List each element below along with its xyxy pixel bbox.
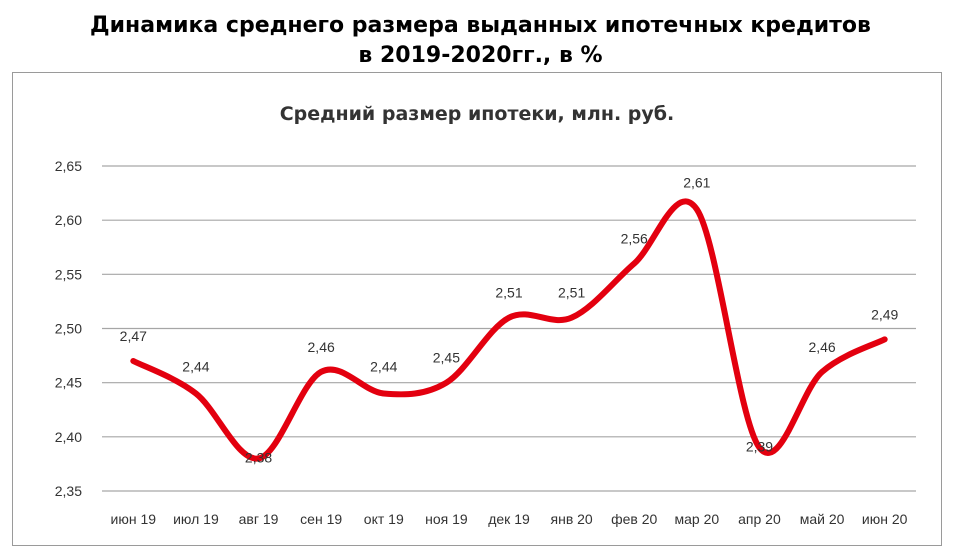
x-tick-label: ноя 19 [425, 511, 468, 527]
page-title-line2: в 2019-2020гг., в % [358, 43, 603, 68]
y-tick-label: 2,45 [55, 375, 82, 391]
x-tick-label: июн 19 [111, 511, 157, 527]
data-label: 2,46 [808, 339, 835, 355]
y-tick-label: 2,40 [55, 429, 82, 445]
y-tick-label: 2,50 [55, 321, 82, 337]
x-tick-label: янв 20 [551, 511, 593, 527]
data-label: 2,49 [871, 306, 898, 322]
x-tick-label: фев 20 [611, 511, 657, 527]
data-label: 2,51 [495, 285, 522, 301]
y-tick-label: 2,55 [55, 266, 82, 282]
x-tick-label: дек 19 [488, 511, 530, 527]
data-label: 2,61 [683, 174, 710, 190]
data-point [694, 207, 699, 212]
chart-frame [12, 72, 942, 546]
y-tick-label: 2,60 [55, 212, 82, 228]
data-label: 2,47 [120, 328, 147, 344]
data-point [444, 380, 449, 385]
x-tick-label: окт 19 [364, 511, 404, 527]
x-tick-label: авг 19 [239, 511, 279, 527]
data-point [381, 391, 386, 396]
series-line [130, 198, 888, 462]
data-point [193, 391, 198, 396]
data-label: 2,38 [245, 450, 272, 466]
data-point [319, 369, 324, 374]
y-tick-label: 2,65 [55, 158, 82, 174]
data-label: 2,56 [621, 231, 648, 247]
data-label: 2,44 [182, 359, 209, 375]
data-point [882, 337, 887, 342]
data-label: 2,44 [370, 359, 397, 375]
data-label: 2,45 [433, 350, 460, 366]
data-label: 2,51 [558, 285, 585, 301]
data-label: 2,46 [308, 339, 335, 355]
x-tick-label: сен 19 [300, 511, 342, 527]
data-point [757, 445, 762, 450]
x-tick-label: июл 19 [173, 511, 219, 527]
data-point [569, 315, 574, 320]
data-point [256, 456, 261, 461]
x-tick-label: июн 20 [862, 511, 908, 527]
x-tick-label: мар 20 [675, 511, 720, 527]
y-tick-label: 2,35 [55, 483, 82, 499]
data-point [131, 359, 136, 363]
data-point [507, 315, 511, 320]
data-point [820, 369, 825, 374]
page-title-line1: Динамика среднего размера выданных ипоте… [90, 13, 871, 38]
x-tick-label: май 20 [800, 511, 845, 527]
data-label: 2,39 [746, 439, 773, 455]
chart-title: Средний размер ипотеки, млн. руб. [280, 103, 675, 125]
data-point [632, 261, 637, 266]
x-tick-label: апр 20 [738, 511, 781, 527]
